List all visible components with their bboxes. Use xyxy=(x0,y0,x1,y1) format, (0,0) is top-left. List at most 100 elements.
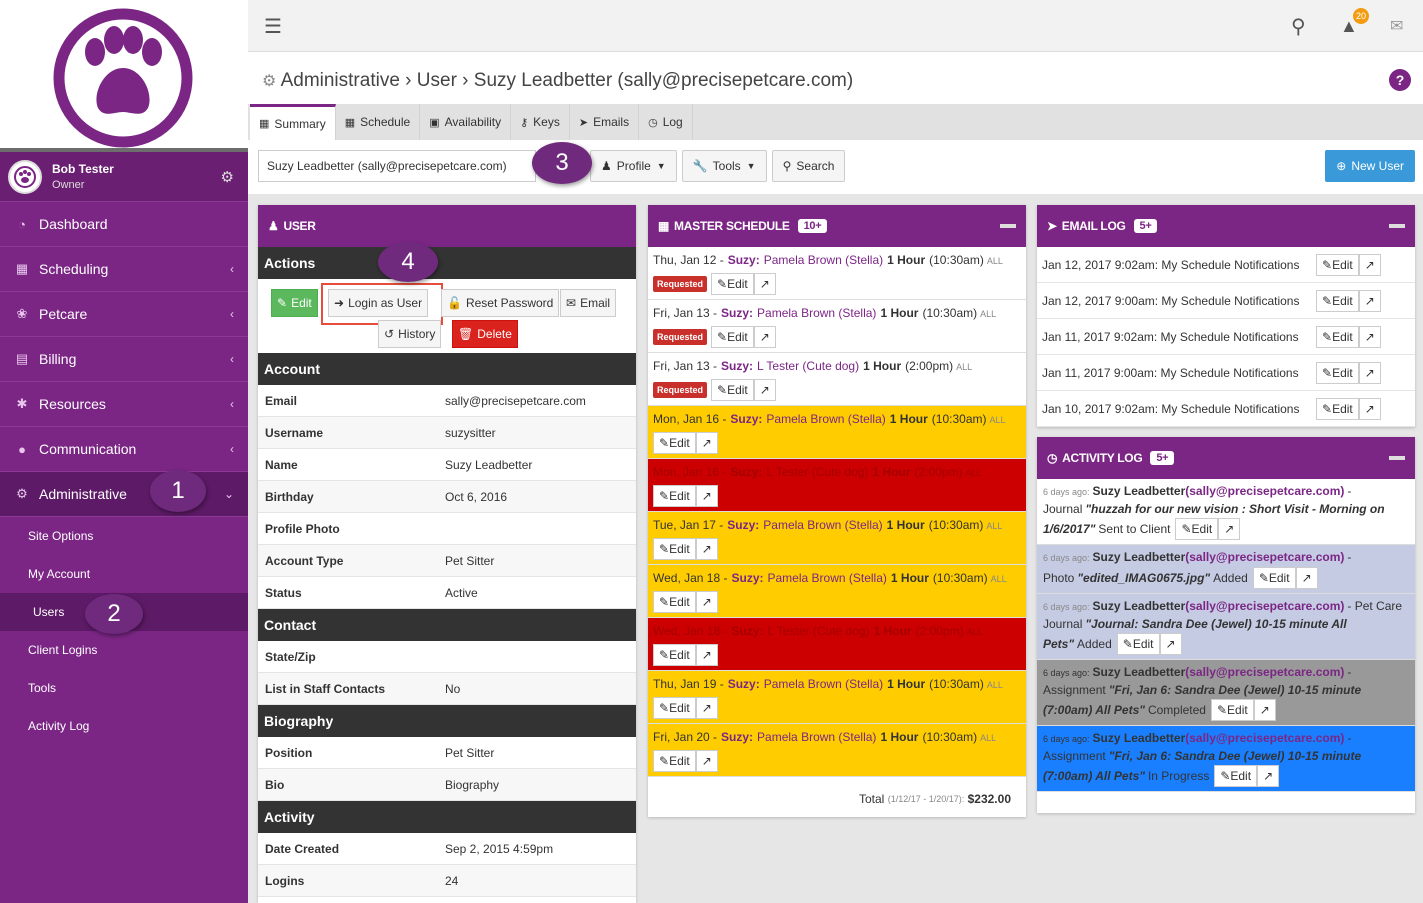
history-button[interactable]: ↺ History xyxy=(378,320,442,348)
external-link-icon[interactable]: ↗ xyxy=(753,379,776,401)
reset-password-button[interactable]: 🔓 Reset Password xyxy=(441,289,560,317)
external-link-icon[interactable]: ↗ xyxy=(753,273,776,295)
external-link-icon[interactable]: ↗ xyxy=(1295,567,1318,589)
edit-button[interactable]: ✎ Edit xyxy=(653,644,696,666)
external-link-icon[interactable]: ↗ xyxy=(695,591,718,613)
email-user-button[interactable]: ✉ Email xyxy=(560,289,617,317)
external-link-icon[interactable]: ↗ xyxy=(753,326,776,348)
edit-button[interactable]: ✎ Edit xyxy=(1214,765,1258,787)
external-link-icon[interactable]: ↗ xyxy=(1358,253,1381,276)
client-link[interactable]: Pamela Brown (Stella) xyxy=(757,730,877,744)
minimize-icon[interactable] xyxy=(1000,224,1016,228)
client-link[interactable]: Pamela Brown (Stella) xyxy=(763,677,884,691)
subnav-tools[interactable]: Tools xyxy=(28,681,57,695)
edit-button[interactable]: ✎ Edit xyxy=(653,432,696,454)
plus-circle-icon: ⊕ xyxy=(1336,159,1347,173)
client-link[interactable]: L Tester (Cute dog) xyxy=(766,465,869,479)
nav-billing[interactable]: ▤ Billing ‹ xyxy=(0,337,248,382)
external-link-icon[interactable]: ↗ xyxy=(1159,633,1182,655)
email-link[interactable]: (sally@precisepetcare.com) xyxy=(1185,599,1345,613)
edit-button[interactable]: ✎ Edit xyxy=(1316,253,1359,276)
email-link[interactable]: (sally@precisepetcare.com) xyxy=(1185,731,1345,745)
external-link-icon[interactable]: ↗ xyxy=(1218,518,1241,540)
edit-button[interactable]: ✎ Edit xyxy=(711,273,754,295)
edit-user-button[interactable]: ✎ Edit xyxy=(271,289,318,317)
external-link-icon[interactable]: ↗ xyxy=(1257,765,1280,787)
avatar[interactable] xyxy=(8,159,42,194)
gear-icon[interactable]: ⚙ xyxy=(220,168,234,186)
search-icon[interactable]: ⚲ xyxy=(1291,16,1306,38)
external-link-icon[interactable]: ↗ xyxy=(1358,325,1381,348)
edit-button[interactable]: ✎ Edit xyxy=(653,697,696,719)
delete-user-button[interactable]: 🗑 Delete xyxy=(452,320,518,348)
tab-availability[interactable]: ▣ Availability xyxy=(420,104,512,140)
edit-button[interactable]: ✎ Edit xyxy=(653,750,696,772)
subnav-my-account[interactable]: My Account xyxy=(28,567,91,581)
external-link-icon[interactable]: ↗ xyxy=(1253,699,1276,721)
new-user-button[interactable]: ⊕ New User xyxy=(1325,150,1415,182)
tools-dropdown[interactable]: 🔧 Tools ▼ xyxy=(681,150,767,182)
edit-button[interactable]: ✎ Edit xyxy=(1316,397,1359,420)
tab-summary[interactable]: ▦ Summary xyxy=(250,104,336,140)
minimize-icon[interactable] xyxy=(1389,456,1405,460)
menu-icon[interactable]: ☰ xyxy=(264,16,282,38)
external-link-icon[interactable]: ↗ xyxy=(695,432,718,454)
edit-button[interactable]: ✎ Edit xyxy=(711,326,754,348)
edit-button[interactable]: ✎ Edit xyxy=(653,591,696,613)
tab-keys[interactable]: ⚷ Keys xyxy=(511,104,570,140)
profile-dropdown[interactable]: ♟ Profile ▼ xyxy=(590,150,677,182)
search-button[interactable]: ⚲ Search xyxy=(771,150,846,182)
client-link[interactable]: Pamela Brown (Stella) xyxy=(766,412,886,426)
nav-dashboard[interactable]: ◔ Dashboard xyxy=(0,202,248,247)
clock-icon: ◷ xyxy=(648,116,658,129)
subnav-activity-log[interactable]: Activity Log xyxy=(28,719,90,733)
login-as-user-button[interactable]: ➜ Login as User xyxy=(328,289,429,317)
edit-button[interactable]: ✎ Edit xyxy=(653,485,696,507)
nav-administrative[interactable]: ⚙ Administrative ⌄ xyxy=(0,472,248,517)
external-link-icon[interactable]: ↗ xyxy=(1358,289,1381,312)
external-link-icon[interactable]: ↗ xyxy=(695,644,718,666)
nav-scheduling[interactable]: ▦ Scheduling ‹ xyxy=(0,247,248,292)
edit-button[interactable]: ✎ Edit xyxy=(1116,633,1160,655)
tab-emails[interactable]: ➤ Emails xyxy=(570,104,640,140)
help-icon[interactable]: ? xyxy=(1389,69,1411,91)
tab-schedule[interactable]: ▦ Schedule xyxy=(336,104,421,140)
email-link[interactable]: (sally@precisepetcare.com) xyxy=(1185,484,1345,498)
client-link[interactable]: Pamela Brown (Stella) xyxy=(763,518,883,532)
edit-button[interactable]: ✎ Edit xyxy=(1316,325,1359,348)
edit-button[interactable]: ✎ Edit xyxy=(1252,567,1296,589)
email-link[interactable]: sally@precisepetcare.com xyxy=(445,393,586,408)
search-icon: ⚲ xyxy=(782,159,792,173)
bell-icon[interactable]: ▲ xyxy=(1340,16,1358,36)
client-link[interactable]: Pamela Brown (Stella) xyxy=(767,571,887,585)
edit-button[interactable]: ✎ Edit xyxy=(1316,289,1359,312)
table-row: Date Created Sep 2, 2015 4:59pm xyxy=(258,833,636,865)
external-link-icon[interactable]: ↗ xyxy=(1358,361,1381,384)
edit-button[interactable]: ✎ Edit xyxy=(653,538,696,560)
nav-resources[interactable]: ✱ Resources ‹ xyxy=(0,382,248,427)
email-link[interactable]: (sally@precisepetcare.com) xyxy=(1185,550,1345,564)
nav-petcare[interactable]: ❀ Petcare ‹ xyxy=(0,292,248,337)
user-select[interactable]: Suzy Leadbetter (sally@precisepetcare.co… xyxy=(258,150,536,182)
client-link[interactable]: Pamela Brown (Stella) xyxy=(757,306,877,320)
external-link-icon[interactable]: ↗ xyxy=(695,750,718,772)
edit-button[interactable]: ✎ Edit xyxy=(1316,361,1359,384)
edit-button[interactable]: ✎ Edit xyxy=(1210,699,1254,721)
client-link[interactable]: Pamela Brown (Stella) xyxy=(763,253,884,267)
edit-button[interactable]: ✎ Edit xyxy=(1175,518,1219,540)
logo[interactable] xyxy=(0,0,248,152)
email-link[interactable]: (sally@precisepetcare.com) xyxy=(1185,665,1345,679)
envelope-icon[interactable]: ✉ xyxy=(1390,18,1404,35)
client-link[interactable]: L Tester (Cute dog) xyxy=(767,624,870,638)
tab-log[interactable]: ◷ Log xyxy=(639,104,693,140)
client-link[interactable]: L Tester (Cute dog) xyxy=(757,359,860,373)
external-link-icon[interactable]: ↗ xyxy=(695,485,718,507)
subnav-client-logins[interactable]: Client Logins xyxy=(28,643,98,657)
external-link-icon[interactable]: ↗ xyxy=(695,697,718,719)
external-link-icon[interactable]: ↗ xyxy=(1358,397,1381,420)
minimize-icon[interactable] xyxy=(1389,224,1405,228)
subnav-site-options[interactable]: Site Options xyxy=(28,529,94,543)
external-link-icon[interactable]: ↗ xyxy=(695,538,718,560)
edit-button[interactable]: ✎ Edit xyxy=(711,379,754,401)
nav-communication[interactable]: ● Communication ‹ xyxy=(0,427,248,472)
